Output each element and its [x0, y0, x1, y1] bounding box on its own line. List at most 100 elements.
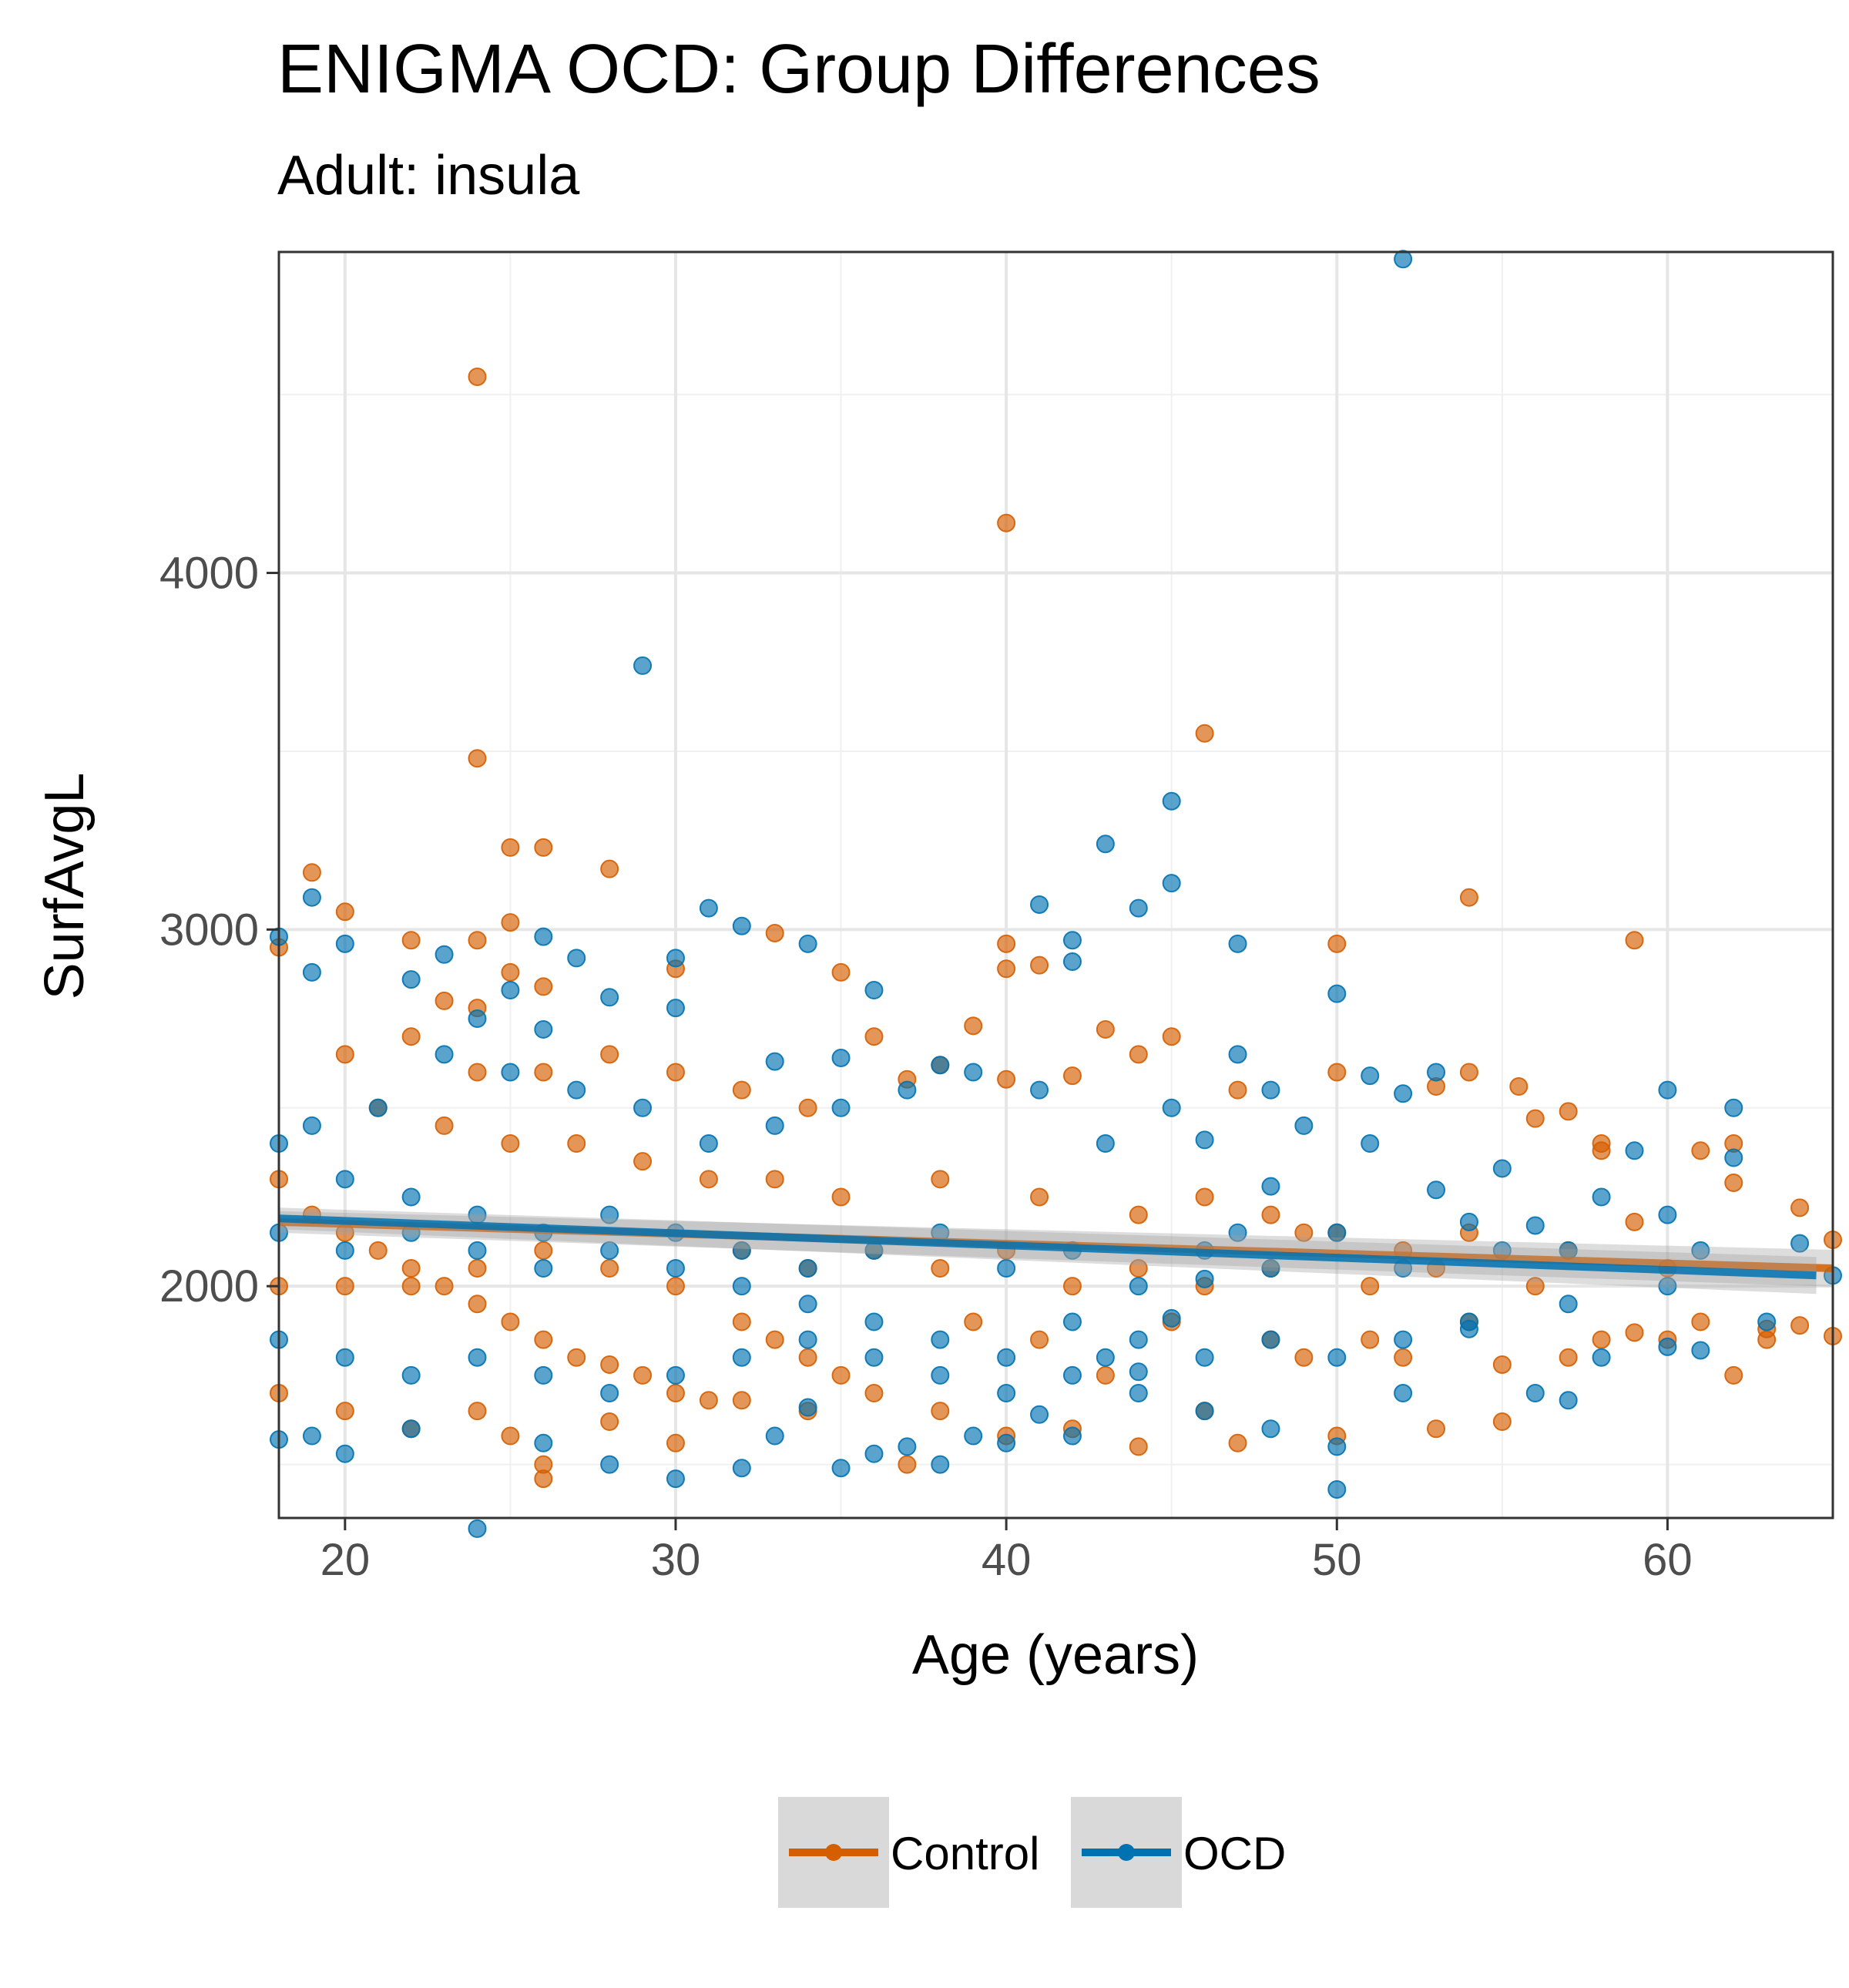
data-point-control	[534, 1063, 553, 1082]
data-point-ocd	[864, 1348, 884, 1367]
data-point-ocd	[1195, 1130, 1214, 1150]
data-point-control	[666, 1277, 685, 1296]
data-point-ocd	[898, 1080, 917, 1100]
data-point-ocd	[1129, 1277, 1148, 1296]
data-point-ocd	[1096, 1348, 1115, 1367]
data-point-control	[1096, 1365, 1115, 1385]
data-point-ocd	[1162, 874, 1181, 893]
data-point-ocd	[1327, 1348, 1347, 1367]
data-point-ocd	[401, 1419, 421, 1439]
data-point-ocd	[600, 1205, 619, 1224]
data-point-control	[600, 1045, 619, 1064]
data-point-control	[1559, 1348, 1578, 1367]
data-point-ocd	[1691, 1241, 1710, 1260]
y-tick-label: 4000	[159, 549, 259, 599]
legend-point-ocd	[1118, 1844, 1135, 1861]
data-point-control	[335, 1045, 354, 1064]
data-point-ocd	[1129, 1330, 1148, 1349]
data-point-ocd	[1327, 1479, 1347, 1499]
data-point-ocd	[1162, 1308, 1181, 1328]
data-point-ocd	[997, 1433, 1016, 1452]
data-point-ocd	[1459, 1212, 1478, 1231]
data-point-ocd	[1394, 1084, 1413, 1103]
data-point-ocd	[699, 898, 718, 918]
data-point-control	[435, 991, 454, 1010]
data-point-ocd	[335, 934, 354, 953]
data-point-ocd	[798, 1259, 817, 1278]
data-point-control	[435, 1116, 454, 1135]
data-point-ocd	[534, 927, 553, 946]
data-point-control	[335, 902, 354, 922]
data-point-control	[1096, 1019, 1115, 1039]
legend-label-ocd: OCD	[1183, 1828, 1286, 1879]
data-point-control	[501, 913, 520, 932]
data-point-ocd	[1658, 1205, 1677, 1224]
data-point-ocd	[1062, 1312, 1082, 1331]
data-point-control	[1361, 1277, 1380, 1296]
data-point-ocd	[1525, 1384, 1545, 1403]
data-point-ocd	[1790, 1234, 1810, 1253]
data-point-control	[1129, 1437, 1148, 1456]
data-point-control	[534, 1241, 553, 1260]
data-point-control	[1492, 1355, 1512, 1374]
data-point-control	[732, 1391, 751, 1410]
data-point-control	[798, 1348, 817, 1367]
data-point-control	[1294, 1223, 1314, 1242]
y-tick-label: 2000	[159, 1261, 259, 1311]
data-point-control	[1459, 1063, 1478, 1082]
data-point-control	[401, 1277, 421, 1296]
data-point-ocd	[699, 1134, 718, 1154]
data-point-control	[1062, 1066, 1082, 1086]
data-point-control	[1559, 1102, 1578, 1121]
data-point-ocd	[1327, 984, 1347, 1003]
data-point-ocd	[1096, 1134, 1115, 1154]
data-point-ocd	[302, 1116, 321, 1135]
data-point-control	[302, 863, 321, 882]
data-point-ocd	[1492, 1159, 1512, 1178]
data-point-ocd	[1062, 1426, 1082, 1446]
data-point-control	[1294, 1348, 1314, 1367]
data-point-ocd	[997, 1348, 1016, 1367]
data-point-control	[534, 1469, 553, 1489]
data-point-ocd	[335, 1241, 354, 1260]
data-point-ocd	[1261, 1330, 1280, 1349]
data-point-control	[1030, 1187, 1049, 1207]
data-point-ocd	[798, 934, 817, 953]
data-point-ocd	[1724, 1148, 1743, 1167]
data-point-control	[501, 838, 520, 857]
data-point-ocd	[401, 1365, 421, 1385]
data-point-ocd	[1559, 1295, 1578, 1314]
data-point-control	[864, 1384, 884, 1403]
data-point-control	[831, 962, 851, 982]
data-point-ocd	[997, 1384, 1016, 1403]
data-point-ocd	[1261, 1419, 1280, 1439]
y-axis-title: SurfAvgL	[34, 773, 96, 1000]
data-point-ocd	[335, 1444, 354, 1463]
data-point-ocd	[1228, 1045, 1247, 1064]
data-point-ocd	[666, 1259, 685, 1278]
data-point-ocd	[302, 962, 321, 982]
data-point-ocd	[468, 1241, 487, 1260]
data-point-ocd	[1162, 791, 1181, 811]
data-point-control	[468, 1402, 487, 1421]
data-point-control	[1162, 1027, 1181, 1046]
data-point-ocd	[1195, 1348, 1214, 1367]
data-point-control	[600, 1355, 619, 1374]
data-point-control	[798, 1098, 817, 1117]
data-point-ocd	[732, 1277, 751, 1296]
data-point-control	[335, 1402, 354, 1421]
data-point-ocd	[1228, 1223, 1247, 1242]
data-point-ocd	[1030, 1405, 1049, 1424]
data-point-ocd	[798, 1295, 817, 1314]
data-point-ocd	[1658, 1337, 1677, 1356]
data-point-control	[468, 749, 487, 768]
data-point-control	[732, 1312, 751, 1331]
data-point-ocd	[1129, 1362, 1148, 1382]
data-point-control	[831, 1187, 851, 1207]
data-point-ocd	[1592, 1348, 1611, 1367]
data-point-control	[964, 1016, 983, 1036]
data-point-control	[468, 1259, 487, 1278]
data-point-control	[666, 1063, 685, 1082]
legend: Control OCD	[778, 1797, 1286, 1908]
data-point-control	[831, 1365, 851, 1385]
